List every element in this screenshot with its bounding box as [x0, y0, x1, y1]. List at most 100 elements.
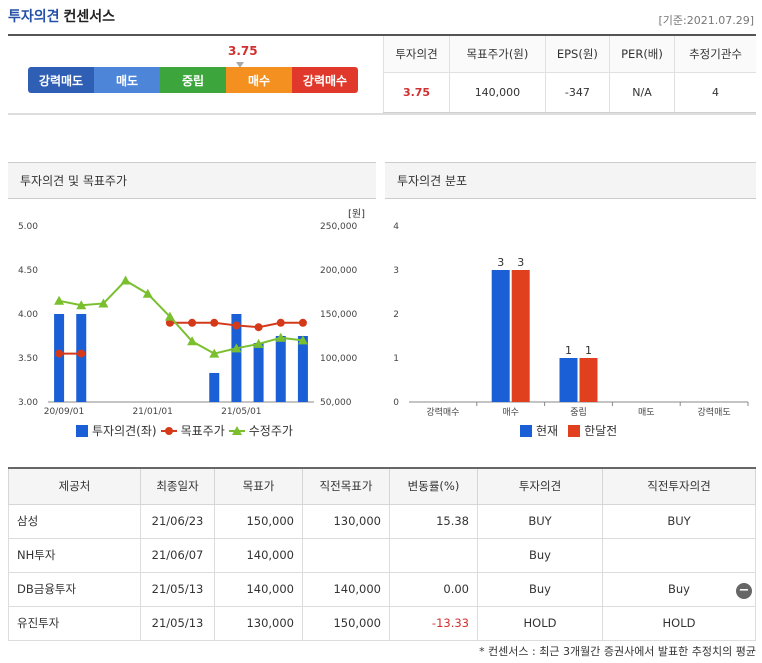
table-cell: 15.38 — [389, 503, 478, 539]
y-left-tick: 3.00 — [18, 398, 38, 408]
price-line — [58, 279, 304, 355]
y-right-tick: 50,000 — [320, 398, 352, 408]
table-cell: HOLD — [602, 605, 756, 641]
table-cell: 140,000 — [214, 571, 303, 607]
table-cell: 150,000 — [302, 605, 390, 641]
col-provider: 제공처 — [8, 467, 141, 505]
stat-per: N/A — [608, 72, 675, 113]
y-left-tick: 4.50 — [18, 266, 38, 276]
y-right-tick: 100,000 — [320, 354, 357, 364]
y-tick: 2 — [393, 310, 399, 320]
legend-current-label: 현재 — [536, 424, 559, 438]
y-tick: 1 — [393, 354, 399, 364]
section-header: 투자의견 컨센서스 [기준:2021.07.29] — [8, 6, 758, 32]
opinion-bar — [297, 336, 308, 402]
opinion-bar — [76, 314, 87, 402]
dist-bar-label: 3 — [497, 256, 504, 269]
table-row: 유진투자 21/05/13 130,000 150,000 -13.33 HOLD HOLD — [8, 605, 756, 641]
scale-strong-sell: 강력매도 — [28, 67, 94, 93]
table-cell: Buy — [477, 571, 603, 607]
y-left-tick: 3.50 — [18, 354, 38, 364]
table-row: 삼성 21/06/23 150,000 130,000 15.38 BUY BUY — [8, 503, 756, 539]
left-legend: 투자의견(좌) 목표주가 수정주가 — [76, 422, 293, 439]
consensus-scale-bar: 강력매도 매도 중립 매수 강력매수 — [28, 67, 358, 93]
dist-bar — [511, 270, 530, 402]
price-point — [120, 275, 131, 285]
table-cell: 0.00 — [389, 571, 478, 607]
col-opinion: 투자의견 — [477, 467, 603, 505]
target-point — [298, 318, 307, 327]
price-point — [297, 335, 308, 345]
x-tick: 21/05/01 — [221, 407, 261, 417]
legend-target-label: 목표주가 — [180, 424, 225, 438]
y-left-tick: 5.00 — [18, 222, 38, 232]
target-point — [188, 318, 197, 327]
stat-header-eps: EPS(원) — [544, 36, 610, 73]
stat-header-target: 목표주가(원) — [449, 36, 546, 73]
category-label: 매수 — [502, 407, 519, 418]
y-right-tick: 150,000 — [320, 310, 357, 320]
consensus-marker-value: 3.75 — [228, 44, 258, 58]
price-point — [209, 348, 220, 358]
stat-count: 4 — [674, 72, 756, 113]
price-point — [54, 295, 65, 305]
price-point — [231, 343, 242, 353]
opinion-dist-title: 투자의견 분포 — [385, 163, 756, 199]
col-prev-opinion: 직전투자의견 — [602, 467, 756, 505]
target-point — [165, 318, 174, 327]
right-legend: 현재 한달전 — [520, 422, 617, 439]
dist-bar-label: 1 — [585, 344, 592, 357]
table-cell: 21/06/07 — [140, 537, 215, 573]
legend-price-label: 수정주가 — [248, 424, 293, 438]
opinion-target-chart: [원] 5.00 250,000 4.50 200,000 4.00 150,000 3.50… — [18, 208, 365, 417]
opinion-bar — [54, 314, 65, 402]
dist-bar — [579, 358, 598, 402]
price-point — [142, 288, 153, 298]
dist-bar — [559, 358, 578, 402]
category-label: 매도 — [638, 407, 655, 418]
collapse-icon[interactable]: − — [736, 583, 752, 599]
legend-price-marker — [228, 425, 245, 435]
stat-header-per: PER(배) — [608, 36, 675, 73]
table-cell: Buy — [477, 537, 603, 573]
consensus-marker-icon — [236, 62, 244, 68]
dist-bar-label: 1 — [565, 344, 572, 357]
opinion-target-title: 투자의견 및 목표주가 — [8, 163, 376, 199]
y-tick: 0 — [393, 398, 399, 408]
table-cell — [389, 537, 478, 573]
legend-target-marker — [160, 426, 177, 435]
table-cell: 130,000 — [214, 605, 303, 641]
broker-table: 제공처 최종일자 목표가 직전목표가 변동률(%) 투자의견 직전투자의견 삼성… — [8, 467, 756, 641]
target-point — [254, 323, 263, 332]
price-point — [253, 338, 264, 348]
scale-neutral: 중립 — [160, 67, 226, 93]
table-cell: BUY — [602, 503, 756, 539]
col-target: 목표가 — [214, 467, 303, 505]
table-cell — [602, 537, 756, 573]
legend-current-swatch — [520, 424, 532, 437]
table-cell: 140,000 — [302, 571, 390, 607]
y-left-tick: 4.00 — [18, 310, 38, 320]
section-separator — [8, 113, 756, 115]
opinion-dist-panel: 투자의견 분포 — [385, 162, 756, 444]
y-right-tick: 250,000 — [320, 222, 357, 232]
y-tick: 4 — [393, 222, 399, 232]
table-cell: Buy — [602, 571, 756, 607]
table-cell: 150,000 — [214, 503, 303, 539]
x-tick: 21/01/01 — [132, 407, 172, 417]
table-cell: HOLD — [477, 605, 603, 641]
col-prev-target: 직전목표가 — [302, 467, 390, 505]
legend-opinion-label: 투자의견(좌) — [92, 424, 157, 438]
header-title-part1: 투자의견 — [8, 9, 60, 25]
reference-date: [기준:2021.07.29] — [658, 14, 754, 27]
footnote: * 컨센서스 : 최근 3개월간 증권사에서 발표한 추정치의 평균 — [479, 645, 756, 658]
price-point — [275, 332, 286, 342]
table-cell: 21/06/23 — [140, 503, 215, 539]
table-cell: BUY — [477, 503, 603, 539]
dist-bar — [491, 270, 510, 402]
table-cell — [302, 537, 390, 573]
y-tick: 3 — [393, 266, 399, 276]
stat-target: 140,000 — [449, 72, 546, 113]
stat-header-count: 추정기관수 — [674, 36, 756, 73]
